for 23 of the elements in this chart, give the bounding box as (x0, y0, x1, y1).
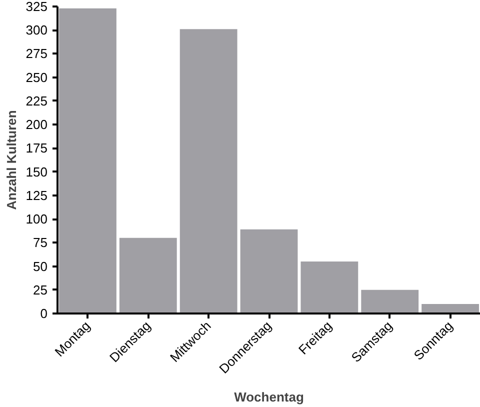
y-tick-label: 300 (26, 22, 48, 38)
y-tick-label: 100 (26, 212, 48, 227)
y-tick-label: 75 (33, 235, 48, 250)
y-tick-label: 225 (26, 93, 48, 108)
bar (361, 290, 419, 314)
y-tick-label: 275 (26, 46, 48, 62)
y-tick-label: 325 (26, 0, 48, 14)
y-tick-label: 125 (26, 188, 48, 203)
bar (240, 229, 298, 314)
y-tick-label: 200 (26, 117, 48, 132)
y-tick-label: 0 (40, 306, 48, 321)
x-axis-title: Wochentag (234, 390, 304, 405)
bar (59, 8, 116, 314)
y-tick-label: 150 (26, 164, 48, 180)
bar (300, 262, 358, 314)
bar (180, 29, 238, 314)
y-tick-label: 50 (33, 258, 48, 274)
y-axis-title: Anzahl Kulturen (4, 110, 19, 210)
y-tick-label: 250 (26, 70, 48, 85)
bar (119, 238, 177, 314)
y-tick-label: 25 (33, 282, 48, 298)
bar (422, 304, 479, 314)
y-tick-label: 175 (26, 140, 48, 156)
